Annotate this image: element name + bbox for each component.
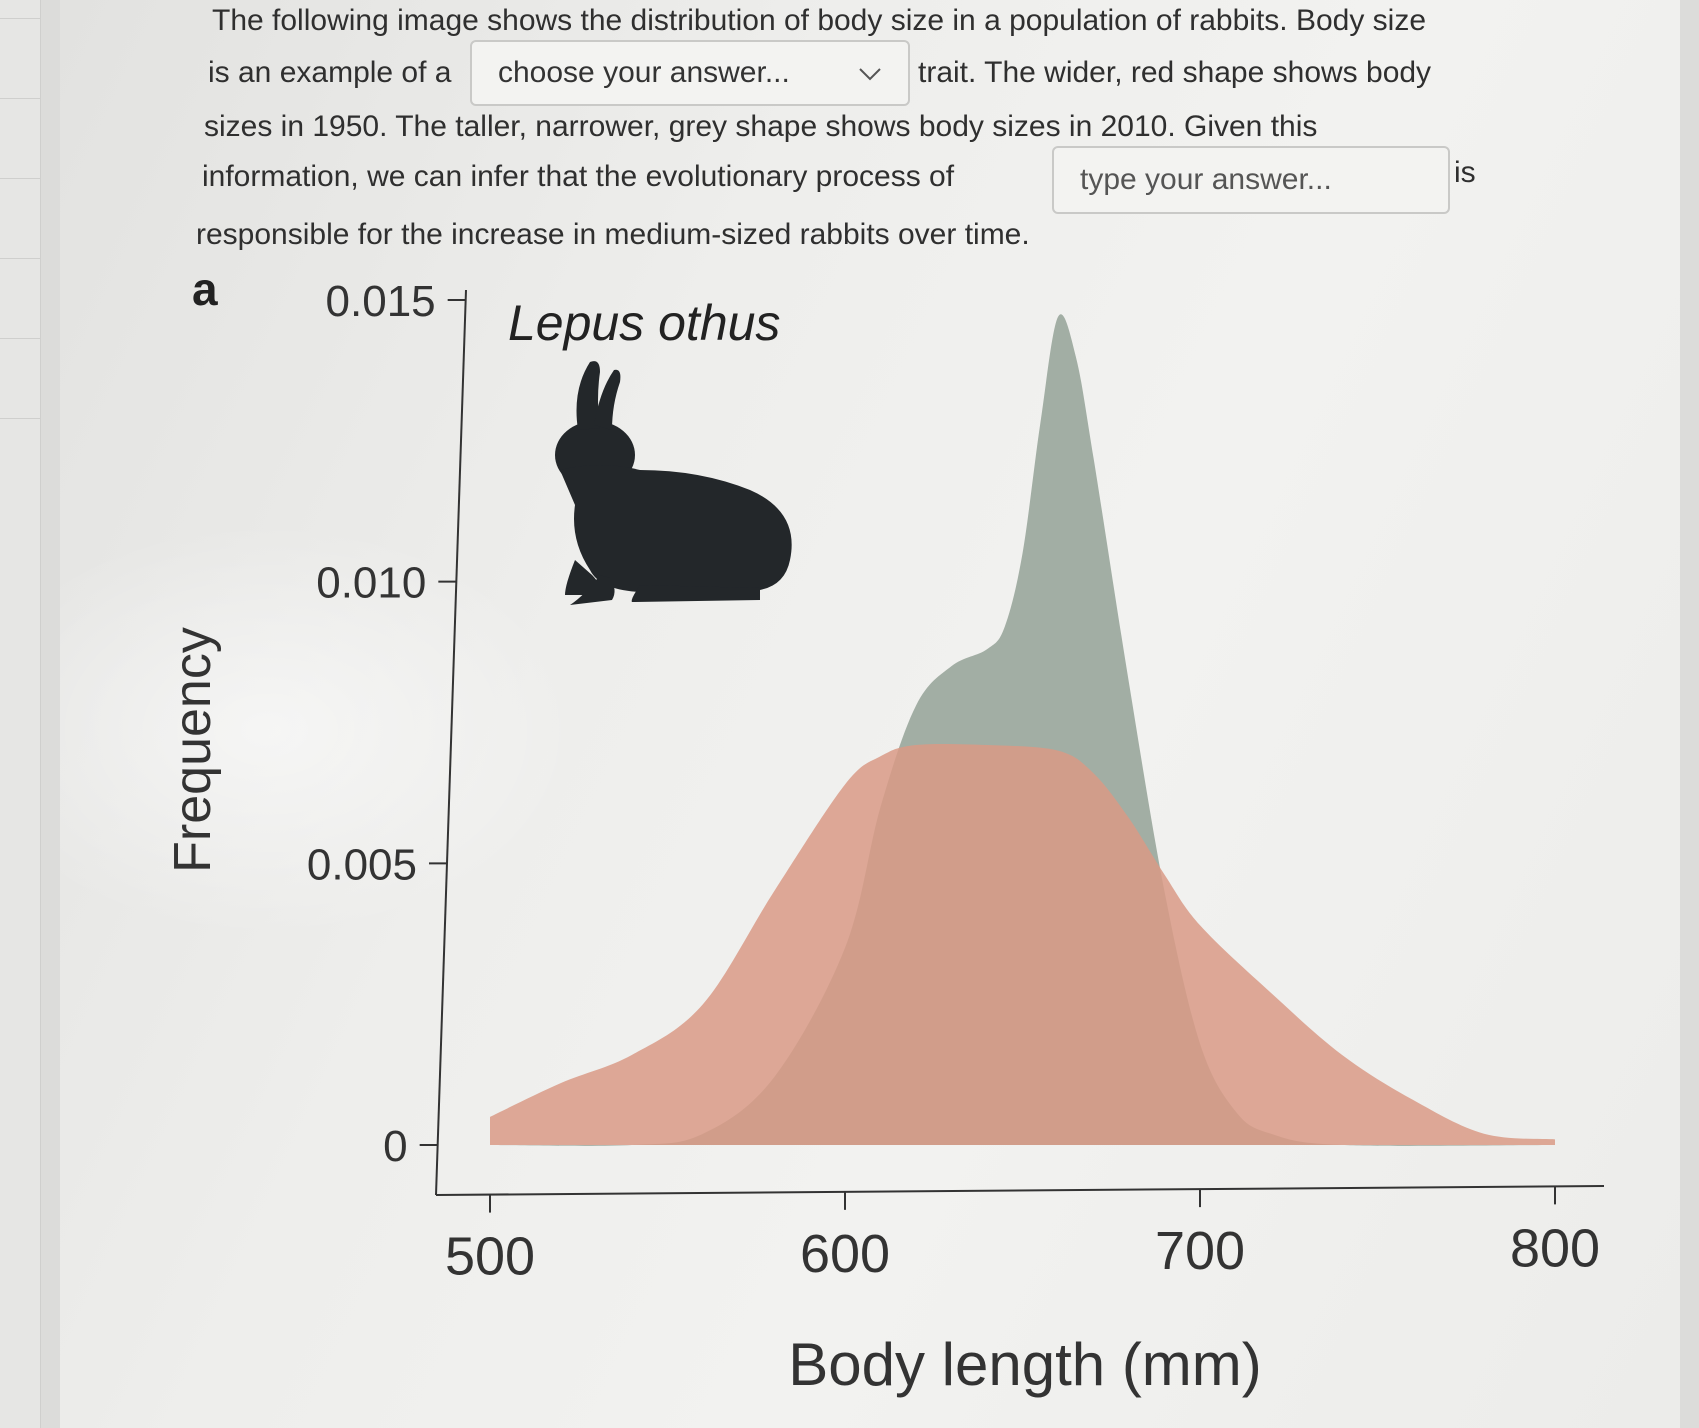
y-tick-label: 0.015 (326, 277, 436, 326)
plot-area (490, 314, 1555, 1146)
dropdown-placeholder: choose your answer... (498, 56, 790, 89)
y-tick-label: 0.005 (307, 840, 417, 889)
evolutionary-process-textbox[interactable] (1052, 146, 1450, 214)
y-axis-ticks: 0 0.005 0.010 0.015 (307, 277, 466, 1171)
question-line-2-start: is an example of a (208, 56, 452, 89)
question-line-4-start: information, we can infer that the evolu… (202, 160, 955, 193)
rabbit-silhouette-icon (555, 361, 792, 605)
question-line-1: The following image shows the distributi… (212, 4, 1427, 37)
question-line-3: sizes in 1950. The taller, narrower, gre… (204, 110, 1318, 143)
x-tick-label: 500 (445, 1227, 535, 1287)
x-axis-label: Body length (mm) (788, 1331, 1262, 1398)
x-axis-ticks: 500 600 700 800 (445, 1186, 1600, 1287)
question-line-4-end: is (1454, 156, 1476, 189)
x-tick-label: 600 (800, 1224, 890, 1284)
evolutionary-process-input[interactable] (1054, 148, 1448, 212)
left-margin (0, 0, 41, 1428)
y-tick-label: 0.010 (316, 559, 426, 608)
x-tick-label: 800 (1510, 1218, 1600, 1278)
y-axis-label: Frequency (164, 627, 222, 873)
chart-title: Lepus othus (508, 295, 780, 351)
y-axis-line (435, 289, 467, 1196)
y-tick-label: 0 (383, 1122, 407, 1171)
series-2010-area (490, 314, 1555, 1146)
x-tick-label: 700 (1155, 1221, 1245, 1281)
x-axis-line (435, 1185, 1605, 1196)
chevron-down-icon (859, 68, 881, 81)
series-1950-area (490, 743, 1555, 1145)
panel-letter: a (192, 263, 218, 315)
question-line-5: responsible for the increase in medium-s… (196, 218, 1030, 251)
question-line-2-end: trait. The wider, red shape shows body (918, 56, 1432, 89)
trait-type-dropdown[interactable]: choose your answer... (470, 40, 910, 106)
